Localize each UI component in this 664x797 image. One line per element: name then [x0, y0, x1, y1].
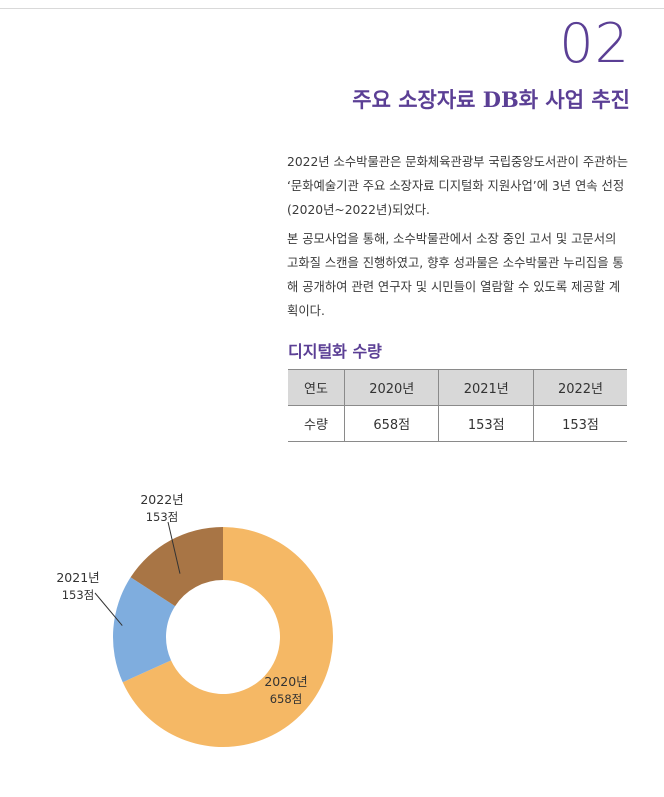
slice-value-2020년: 658점	[270, 692, 303, 706]
top-rule	[0, 8, 664, 9]
table-title: 디지털화 수량	[288, 342, 382, 361]
slice-label-2021년: 2021년	[56, 570, 99, 585]
leader-line-2022	[167, 521, 181, 574]
donut-chart: 2020년 658점 2021년 153점 2022년 153점	[56, 492, 333, 747]
slice-label-2020년: 2020년	[264, 674, 307, 689]
header-year: 연도	[288, 369, 345, 406]
header-2021: 2021년	[438, 369, 534, 406]
header-2020: 2020년	[343, 369, 439, 406]
slice-value-2021년: 153점	[62, 588, 95, 602]
table-header-row: 연도 2020년 2021년 2022년	[288, 369, 627, 406]
section-number: 02	[559, 12, 630, 75]
slice-2021년	[113, 577, 176, 683]
slice-label-2022년: 2022년	[140, 492, 183, 507]
header-2022: 2022년	[532, 369, 627, 406]
slice-value-2022년: 153점	[146, 510, 179, 524]
body-text: 2022년 소수박물관은 문화체육관광부 국립중앙도서관이 주관하는 ‘문화예술…	[287, 150, 631, 328]
leader-line-2021	[94, 592, 123, 626]
slice-2020년	[122, 527, 333, 747]
slice-2022년	[130, 527, 223, 607]
paragraph-2: 본 공모사업을 통해, 소수박물관에서 소장 중인 고서 및 고문서의 고화질 …	[287, 232, 624, 318]
table-row: 수량 658점 153점 153점	[288, 405, 627, 442]
section-title: 주요 소장자료 DB화 사업 추진	[352, 87, 630, 112]
paragraph-1: 2022년 소수박물관은 문화체육관광부 국립중앙도서관이 주관하는 ‘문화예술…	[287, 155, 629, 217]
row-label: 수량	[288, 405, 345, 442]
cell-2021: 153점	[438, 405, 534, 442]
digitization-table: 연도 2020년 2021년 2022년 수량 658점 153점 153점	[288, 369, 627, 442]
cell-2022: 153점	[532, 405, 627, 442]
cell-2020: 658점	[343, 405, 439, 442]
